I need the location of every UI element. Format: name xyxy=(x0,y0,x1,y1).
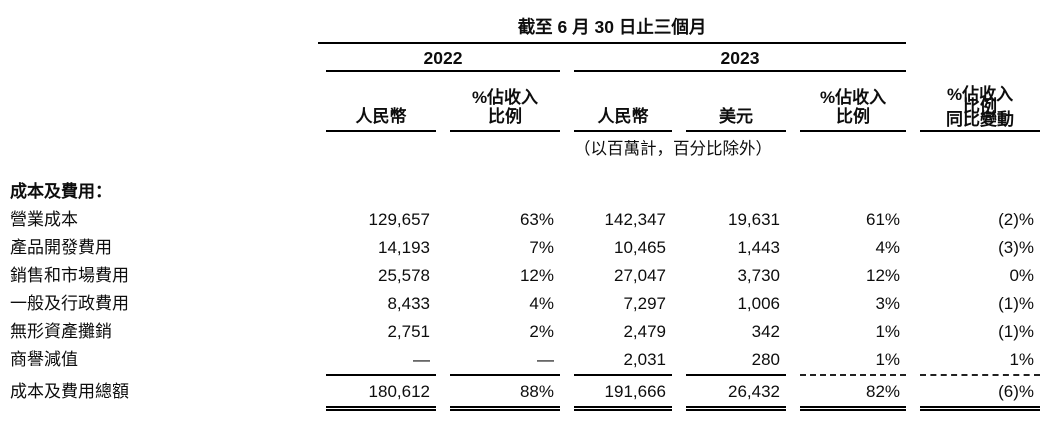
row-label: 產品開發費用 xyxy=(10,237,112,257)
table-row: 營業成本 129,657 63% 142,347 19,631 61% (2)% xyxy=(10,201,1040,229)
cell-value: 2,031 xyxy=(623,349,666,369)
total-value: 180,612 xyxy=(326,373,436,402)
cell-value: (1)% xyxy=(998,321,1035,341)
cell-value: 2,751 xyxy=(387,321,430,341)
column-header-row: 人民幣 %佔收入 比例 人民幣 xyxy=(10,72,1041,133)
table-row: 商譽減值 — — 2,031 280 1% 1% xyxy=(10,341,1040,369)
col-header-pct-revenue-2023: %佔收入 比例 xyxy=(800,84,907,133)
units-note-row: （以百萬計，百分比除外） xyxy=(10,132,1040,159)
total-label: 成本及費用總額 xyxy=(10,381,129,401)
cell-value: 1,443 xyxy=(737,237,780,257)
cell-value: (3)% xyxy=(998,237,1035,257)
cell-value: 63% xyxy=(519,209,554,229)
table-row: 無形資產攤銷 2,751 2% 2,479 342 1% (1)% xyxy=(10,313,1040,341)
double-rule xyxy=(686,406,786,412)
cell-value: 129,657 xyxy=(368,209,430,229)
year-2023-header: 2023 xyxy=(574,44,907,73)
double-rule xyxy=(326,406,436,412)
double-rule xyxy=(574,406,672,412)
cell-value: 1% xyxy=(875,349,901,369)
cell-value: 2,479 xyxy=(623,321,666,341)
col-header-usd-2023: 美元 xyxy=(686,103,786,133)
section-label-costs-expenses: 成本及費用： xyxy=(10,181,112,201)
cell-value: 4% xyxy=(529,293,554,313)
col-header-rmb-2022: 人民幣 xyxy=(326,103,436,133)
header-rule xyxy=(800,130,907,133)
cell-value: 10,465 xyxy=(614,237,666,257)
section-row: 成本及費用： xyxy=(10,173,1040,201)
total-double-rule-row xyxy=(10,401,1041,412)
double-rule xyxy=(450,406,560,412)
cell-value: 1,006 xyxy=(737,293,780,313)
table-title-row: 截至 6 月 30 日止三個月 xyxy=(10,6,1040,44)
total-value: 191,666 xyxy=(574,373,672,402)
cell-value: (1)% xyxy=(998,293,1035,313)
cell-value: 19,631 xyxy=(728,209,780,229)
table-row: 銷售和市場費用 25,578 12% 27,047 3,730 12% 0% xyxy=(10,257,1040,285)
double-rule xyxy=(800,406,907,412)
cell-value: 7,297 xyxy=(623,293,666,313)
col-header-rmb-2023: 人民幣 xyxy=(574,103,672,133)
cell-value: 25,578 xyxy=(378,265,430,285)
year-2022-header: 2022 xyxy=(326,44,560,73)
cell-value: 1% xyxy=(1009,349,1035,369)
header-rule xyxy=(920,130,1041,133)
header-rule xyxy=(574,130,672,133)
cell-value: 61% xyxy=(866,209,901,229)
year-header-row: 2022 2023 xyxy=(10,44,1040,73)
header-rule xyxy=(686,130,786,133)
cell-value: 14,193 xyxy=(378,237,430,257)
total-row: 成本及費用總額 180,612 88% 191,666 26,432 82% (… xyxy=(10,369,1041,402)
col-header-pct-yoy-change: %佔收入 比例 同比變動 xyxy=(920,80,1041,133)
table-title: 截至 6 月 30 日止三個月 xyxy=(318,17,907,44)
table-row: 一般及行政費用 8,433 4% 7,297 1,006 3% (1)% xyxy=(10,285,1040,313)
cell-value: 1% xyxy=(875,321,901,341)
spacer xyxy=(10,159,1040,173)
header-rule xyxy=(326,130,436,133)
total-value: (6)% xyxy=(920,373,1041,402)
table-row: 產品開發費用 14,193 7% 10,465 1,443 4% (3)% xyxy=(10,229,1040,257)
cell-value: — xyxy=(413,349,430,369)
row-label: 商譽減值 xyxy=(10,349,78,369)
row-label: 無形資產攤銷 xyxy=(10,321,112,341)
cell-value: 8,433 xyxy=(387,293,430,313)
cell-value: 280 xyxy=(751,349,780,369)
total-value: 26,432 xyxy=(686,373,786,402)
cell-value: 142,347 xyxy=(604,209,666,229)
units-note: （以百萬計，百分比除外） xyxy=(574,140,772,159)
row-label: 營業成本 xyxy=(10,209,78,229)
row-label: 銷售和市場費用 xyxy=(10,265,129,285)
cell-value: 2% xyxy=(529,321,554,341)
cell-value: 7% xyxy=(529,237,554,257)
costs-expenses-table: 截至 6 月 30 日止三個月 2022 2023 人民幣 xyxy=(10,6,1041,412)
cell-value: 0% xyxy=(1009,265,1035,285)
cell-value: — xyxy=(537,349,554,369)
cell-value: 3,730 xyxy=(737,265,780,285)
col-header-pct-revenue-2022: %佔收入 比例 xyxy=(450,84,560,133)
total-value: 82% xyxy=(800,373,907,402)
cell-value: (2)% xyxy=(998,209,1035,229)
double-rule xyxy=(920,406,1041,412)
cell-value: 12% xyxy=(519,265,554,285)
header-rule xyxy=(450,130,560,133)
cell-value: 12% xyxy=(866,265,901,285)
cell-value: 4% xyxy=(875,237,901,257)
total-value: 88% xyxy=(450,373,560,402)
cell-value: 3% xyxy=(875,293,901,313)
cell-value: 27,047 xyxy=(614,265,666,285)
cell-value: 342 xyxy=(751,321,780,341)
row-label: 一般及行政費用 xyxy=(10,293,129,313)
